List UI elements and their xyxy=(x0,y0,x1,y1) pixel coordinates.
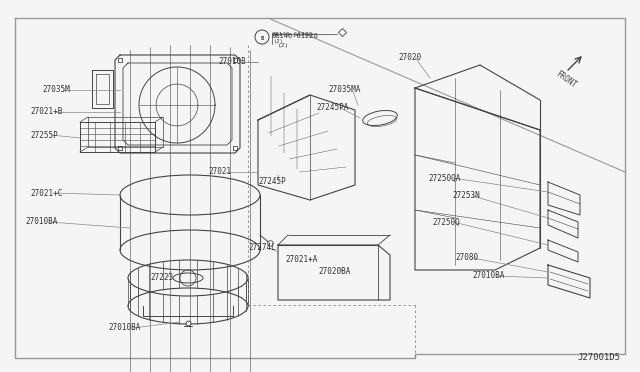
Text: 27010BA: 27010BA xyxy=(108,324,140,333)
Text: FRONT: FRONT xyxy=(554,70,578,90)
Text: (2): (2) xyxy=(278,42,289,48)
Text: 27020BA: 27020BA xyxy=(318,267,350,276)
Text: 08146-6122G: 08146-6122G xyxy=(272,32,313,36)
Text: 27021: 27021 xyxy=(208,167,231,176)
Text: 27250Q: 27250Q xyxy=(432,218,460,227)
Text: 27255P: 27255P xyxy=(30,131,58,140)
Text: 27274L: 27274L xyxy=(248,244,276,253)
Text: 27021+C: 27021+C xyxy=(30,189,62,198)
Text: 27021+B: 27021+B xyxy=(30,108,62,116)
Text: 27020: 27020 xyxy=(398,54,421,62)
Text: 27223: 27223 xyxy=(150,273,173,282)
Text: (2): (2) xyxy=(274,39,284,45)
Text: 27245P: 27245P xyxy=(258,177,285,186)
Text: 08146-6122G: 08146-6122G xyxy=(271,33,317,39)
Text: 27080: 27080 xyxy=(455,253,478,263)
Text: 27035MA: 27035MA xyxy=(328,86,360,94)
Text: 27245PA: 27245PA xyxy=(316,103,348,112)
Text: 27253N: 27253N xyxy=(452,192,480,201)
Text: B: B xyxy=(260,35,264,41)
Text: 27021+A: 27021+A xyxy=(285,256,317,264)
Text: 27035M: 27035M xyxy=(42,86,70,94)
Text: J27001D5: J27001D5 xyxy=(577,353,620,362)
Text: 27250QA: 27250QA xyxy=(428,173,460,183)
Text: 27010B: 27010B xyxy=(218,58,246,67)
Text: 27010BA: 27010BA xyxy=(25,218,58,227)
Text: 27010BA: 27010BA xyxy=(472,272,504,280)
